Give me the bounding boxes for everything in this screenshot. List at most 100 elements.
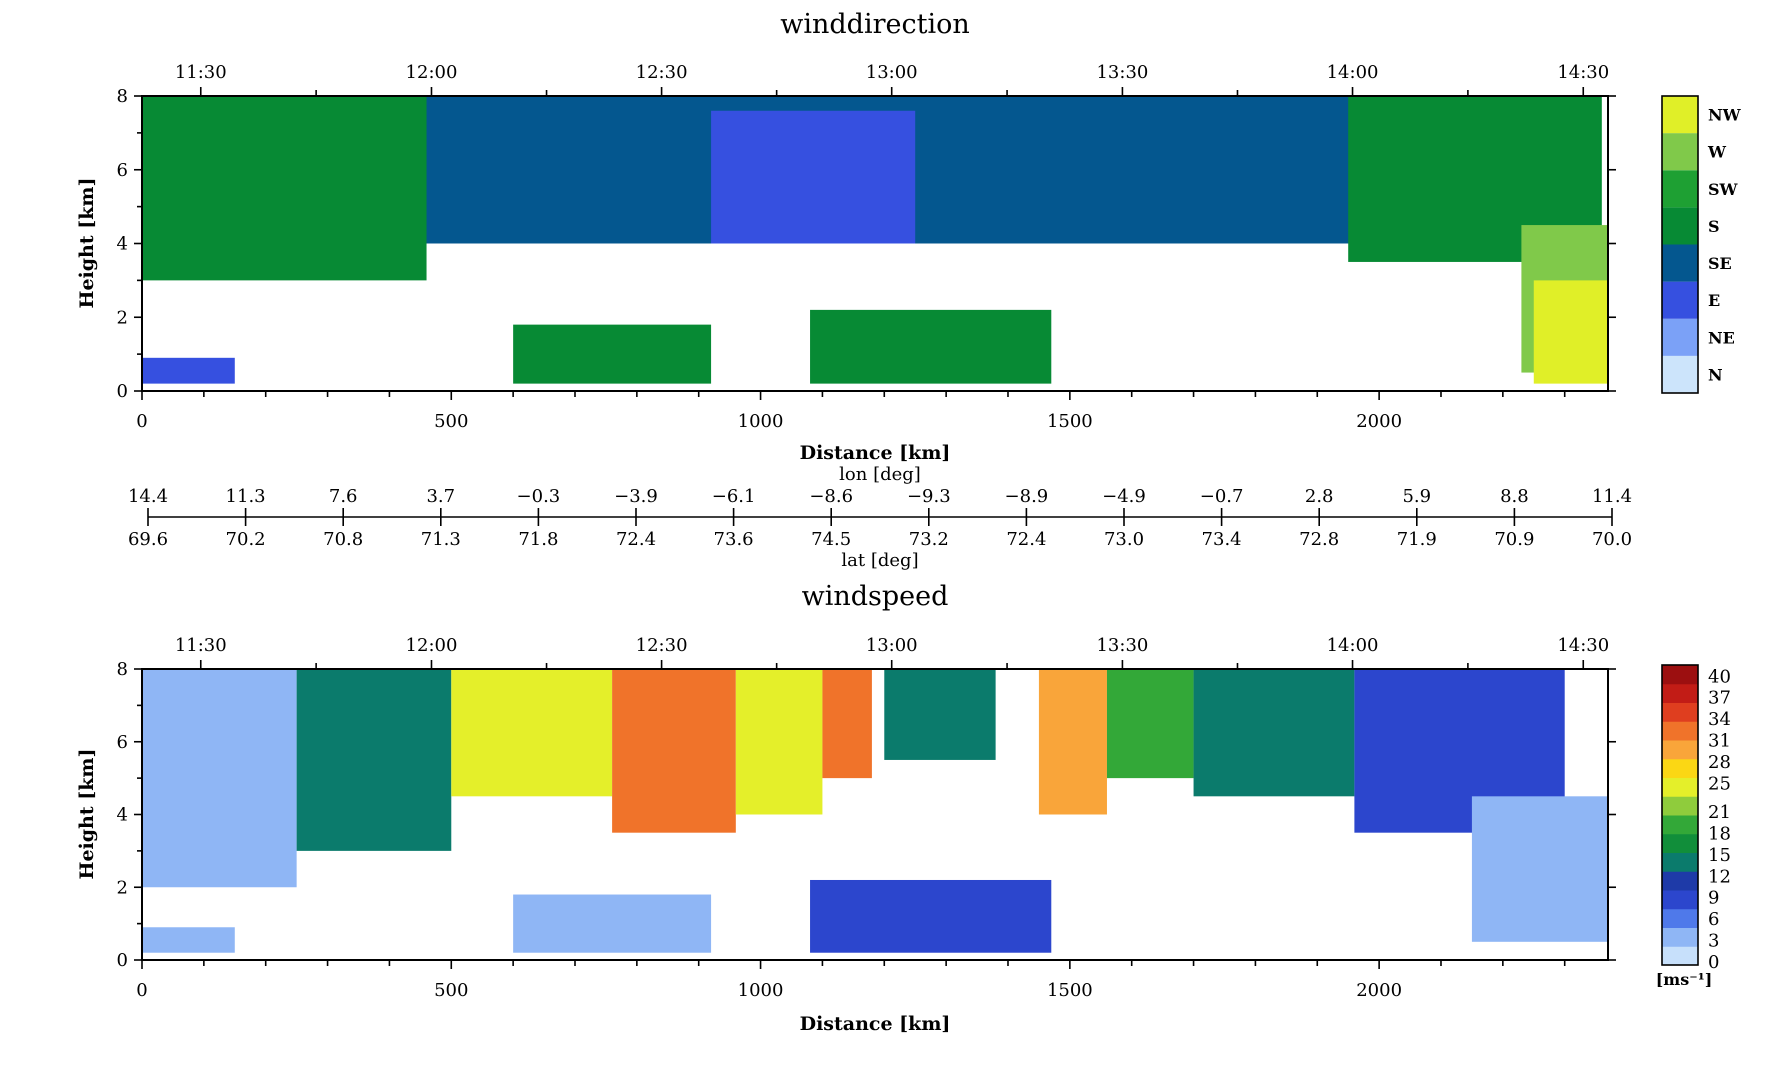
- field-region-14: [142, 927, 235, 953]
- lon-tick-label: 5.9: [1402, 486, 1431, 507]
- winddirection-ylabel: Height [km]: [76, 178, 98, 309]
- field-region-4: [513, 324, 712, 384]
- cbar-swatch-n: [1662, 355, 1698, 393]
- windspeed-cbar-unit: [ms⁻¹]: [1656, 970, 1713, 989]
- lat-tick-label: 71.8: [518, 529, 558, 550]
- field-region-3: [612, 669, 736, 833]
- cbar-label: 34: [1708, 709, 1731, 730]
- cbar-label: 40: [1708, 666, 1731, 687]
- cbar-band-3: [1662, 890, 1698, 910]
- field-region-9: [1193, 669, 1355, 797]
- y-tick-label: 2: [117, 877, 128, 898]
- cbar-label: 9: [1708, 888, 1719, 909]
- lon-tick-label: −0.3: [517, 486, 561, 507]
- windspeed-ticks: 0 500 1000 1500 2000 0 2 4 6 8 11:30 12:00 12:30 13:0…: [117, 635, 1616, 1001]
- field-region-1: [296, 669, 452, 851]
- cbar-band-15: [1662, 665, 1698, 685]
- lat-tick-label: 70.9: [1494, 529, 1534, 550]
- cbar-frame: [1661, 664, 1699, 966]
- field-region-2: [142, 96, 427, 281]
- cbar-band-10: [1662, 758, 1698, 778]
- cbar-label: 0: [1708, 952, 1719, 973]
- time-tick-label: 11:30: [175, 62, 227, 83]
- cbar-label: 31: [1708, 731, 1731, 752]
- field-region-0: [142, 669, 297, 888]
- cbar-label: 3: [1708, 931, 1719, 952]
- time-tick-label: 12:30: [636, 635, 688, 656]
- y-tick-label: 2: [117, 307, 128, 328]
- y-tick-label: 8: [117, 659, 128, 680]
- x-tick-label: 500: [434, 411, 468, 432]
- lon-tick-label: 2.8: [1305, 486, 1334, 507]
- winddirection-ticks: 0 500 1000 1500 2000 0 2 4 6 8 11:30 12:00 12:30 13:0…: [117, 62, 1616, 432]
- cbar-swatch-ne: [1662, 318, 1698, 356]
- x-tick-label: 0: [136, 980, 147, 1001]
- lon-tick-label: −6.1: [712, 486, 756, 507]
- y-tick-label: 6: [117, 732, 128, 753]
- field-region-6: [142, 357, 235, 384]
- lat-tick-label: 72.4: [616, 529, 656, 550]
- cbar-band-2: [1662, 908, 1698, 928]
- cbar-label: E: [1708, 291, 1720, 310]
- cbar-swatch-se: [1662, 244, 1698, 282]
- field-region-2: [451, 669, 613, 797]
- time-tick-label: 14:00: [1327, 62, 1379, 83]
- lon-tick-label: −8.6: [809, 486, 853, 507]
- windspeed-field: [142, 669, 1608, 953]
- field-region-7: [1038, 669, 1107, 815]
- winddirection-colorbar: N NE E SE S SW W NW: [1661, 95, 1742, 394]
- cbar-band-13: [1662, 702, 1698, 722]
- winddirection-xlabel: Distance [km]: [800, 442, 951, 464]
- time-tick-label: 12:30: [636, 62, 688, 83]
- x-tick-label: 2000: [1356, 980, 1402, 1001]
- cbar-label: SW: [1708, 180, 1739, 199]
- cbar-band-12: [1662, 721, 1698, 741]
- time-tick-label: 13:30: [1096, 62, 1148, 83]
- field-region-6: [884, 669, 996, 760]
- field-region-1: [711, 110, 916, 244]
- cbar-label: NW: [1708, 106, 1742, 125]
- time-tick-label: 13:30: [1096, 635, 1148, 656]
- lat-tick-label: 72.8: [1299, 529, 1339, 550]
- cbar-label: 25: [1708, 773, 1731, 794]
- cbar-label: 6: [1708, 909, 1719, 930]
- lon-tick-label: 7.6: [329, 486, 358, 507]
- time-tick-label: 14:30: [1557, 62, 1609, 83]
- cbar-swatch-s: [1662, 207, 1698, 245]
- field-region-8: [1106, 669, 1194, 779]
- field-region-5: [810, 309, 1052, 384]
- winddirection-field: [142, 96, 1608, 384]
- cbar-label: 18: [1708, 823, 1731, 844]
- y-tick-label: 0: [117, 381, 128, 402]
- cbar-swatch-e: [1662, 281, 1698, 319]
- field-region-8: [1533, 280, 1608, 384]
- cbar-band-6: [1662, 833, 1698, 853]
- lon-tick-label: −0.7: [1200, 486, 1244, 507]
- cbar-band-8: [1662, 796, 1698, 816]
- cbar-band-7: [1662, 815, 1698, 835]
- field-region-12: [513, 894, 712, 953]
- cbar-label: 21: [1708, 802, 1731, 823]
- lat-tick-label: 71.3: [421, 529, 461, 550]
- field-region-4: [735, 669, 823, 815]
- x-tick-label: 1000: [738, 980, 784, 1001]
- x-tick-label: 1500: [1047, 980, 1093, 1001]
- lonlat-axis: lon [deg] lat [deg] 14.4 69.6 11.3 70.2 7.6 7…: [128, 464, 1632, 571]
- lon-tick-label: 3.7: [426, 486, 455, 507]
- time-tick-label: 14:00: [1327, 635, 1379, 656]
- x-tick-label: 1500: [1047, 411, 1093, 432]
- field-region-5: [822, 669, 872, 779]
- cbar-label: N: [1708, 365, 1723, 384]
- x-tick-label: 500: [434, 980, 468, 1001]
- lat-tick-label: 73.6: [714, 529, 754, 550]
- cbar-band-9: [1662, 777, 1698, 797]
- lat-label: lat [deg]: [841, 550, 918, 571]
- lat-tick-label: 70.2: [226, 529, 266, 550]
- cbar-band-4: [1662, 871, 1698, 891]
- lon-tick-label: −4.9: [1102, 486, 1146, 507]
- lon-tick-label: 8.8: [1500, 486, 1529, 507]
- cbar-band-5: [1662, 852, 1698, 872]
- time-tick-label: 11:30: [175, 635, 227, 656]
- cbar-band-0: [1662, 946, 1698, 966]
